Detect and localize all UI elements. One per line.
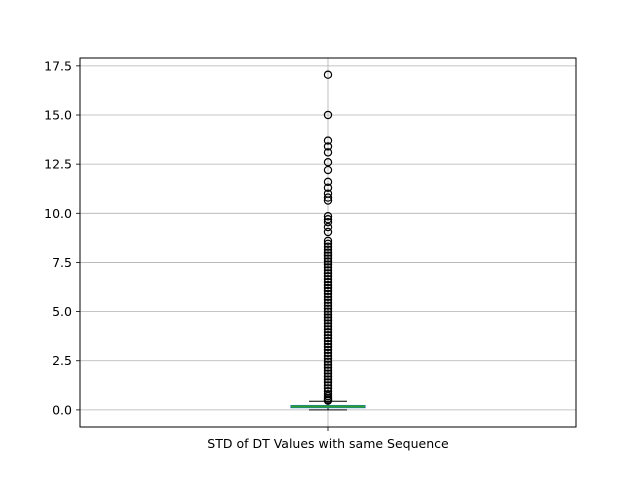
outlier-point: [323, 263, 333, 272]
outlier-point: [323, 193, 333, 202]
outlier-point: [323, 384, 333, 393]
outlier-point: [323, 157, 333, 167]
outlier-point: [323, 298, 333, 307]
outlier-point: [323, 375, 333, 384]
outlier-point: [323, 272, 333, 281]
outlier-point: [323, 325, 333, 334]
y-tick-label: 15.0: [44, 108, 72, 123]
outlier-point: [323, 292, 333, 302]
y-tick-label: 12.5: [44, 157, 72, 172]
outlier-point: [323, 254, 333, 263]
outlier-point: [323, 260, 333, 269]
y-tick-label: 2.5: [52, 353, 72, 368]
outlier-point: [323, 310, 333, 319]
y-tick-label: 0.0: [52, 402, 72, 417]
outlier-point: [323, 378, 333, 387]
outlier-point: [323, 345, 333, 355]
outlier-point: [323, 248, 333, 257]
outlier-point: [323, 269, 333, 278]
outlier-point: [323, 357, 333, 366]
y-tick-label: 5.0: [52, 304, 72, 319]
outlier-point: [323, 333, 333, 343]
outlier-point: [323, 222, 333, 232]
x-category-label: STD of DT Values with same Sequence: [207, 436, 449, 451]
outlier-point: [323, 289, 333, 299]
outlier-point: [323, 316, 333, 325]
outlier-point: [323, 396, 333, 405]
outlier-point: [323, 110, 333, 120]
outlier-point: [323, 165, 333, 175]
outlier-point: [323, 295, 333, 305]
outlier-point: [323, 348, 333, 358]
outlier-point: [323, 354, 333, 363]
outlier-point: [323, 251, 333, 260]
outlier-point: [323, 239, 333, 248]
outlier-point: [323, 212, 333, 221]
outlier-point: [323, 245, 333, 254]
y-tick-label: 17.5: [44, 58, 72, 73]
outlier-point: [323, 330, 333, 340]
outlier-point: [323, 301, 333, 310]
outlier-point: [323, 274, 333, 284]
outlier-point: [323, 336, 333, 346]
outlier-point: [323, 369, 333, 378]
outlier-point: [323, 257, 333, 266]
outlier-point: [323, 183, 333, 192]
outlier-point: [323, 148, 333, 157]
outlier-point: [323, 280, 333, 290]
outlier-point: [323, 142, 333, 151]
outlier-point: [323, 236, 333, 246]
outlier-layer: [323, 70, 333, 405]
outlier-point: [323, 322, 333, 331]
outlier-point: [323, 366, 333, 375]
outlier-point: [323, 319, 333, 328]
outlier-point: [323, 360, 333, 369]
outlier-point: [323, 196, 333, 205]
outlier-point: [323, 339, 333, 349]
outlier-point: [323, 351, 333, 361]
outlier-point: [323, 313, 333, 322]
outlier-point: [323, 227, 333, 237]
outlier-point: [323, 372, 333, 381]
outlier-point: [323, 70, 333, 79]
y-tick-label: 7.5: [52, 255, 72, 270]
outlier-point: [323, 266, 333, 275]
outlier-point: [323, 363, 333, 372]
outlier-point: [323, 177, 333, 187]
outlier-point: [323, 215, 333, 224]
outlier-point: [323, 381, 333, 390]
outlier-point: [323, 304, 333, 313]
outlier-point: [323, 307, 333, 316]
outlier-point: [323, 217, 333, 227]
outlier-point: [323, 286, 333, 296]
y-tick-layer: 0.0 2.5 5.0 7.5 10.0 12.5 15.0 17.5: [44, 58, 329, 431]
outlier-point: [323, 342, 333, 352]
outlier-point: [323, 277, 333, 287]
y-tick-label: 10.0: [44, 206, 72, 221]
outlier-point: [323, 242, 333, 251]
box-layer: [290, 400, 366, 411]
outlier-point: [323, 283, 333, 293]
outlier-point: [323, 136, 333, 145]
outlier-point: [323, 328, 333, 337]
